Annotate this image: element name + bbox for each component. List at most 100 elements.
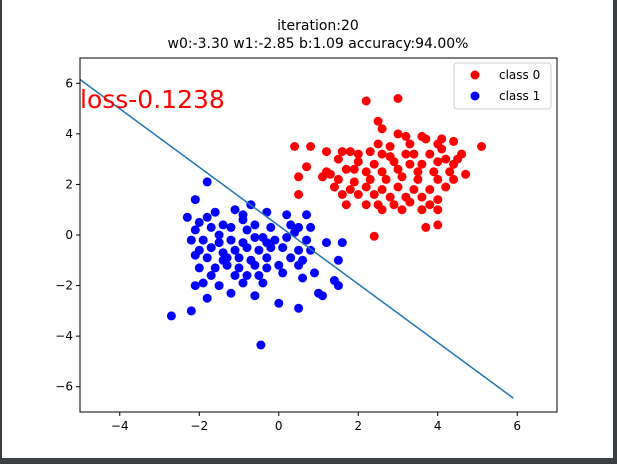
class1-point-89 — [190, 250, 200, 260]
class0-point-41 — [413, 167, 423, 177]
class1-point-25 — [250, 233, 260, 242]
class1-point-33 — [206, 243, 216, 253]
chart-title-line1: iteration:20 — [277, 18, 359, 34]
class0-point-12 — [477, 142, 486, 151]
legend-marker-class0 — [470, 70, 480, 80]
class0-point-62 — [441, 182, 451, 192]
y-tick-label: 2 — [65, 177, 73, 191]
class1-point-84 — [262, 238, 272, 248]
class1-point-76 — [318, 291, 327, 301]
figure-canvas: iteration:20 w0:-3.30 w1:-2.85 b:1.09 ac… — [2, 0, 613, 458]
class0-point-17 — [345, 147, 355, 157]
class0-point-49 — [365, 174, 375, 184]
class1-point-55 — [262, 263, 272, 273]
class1-point-60 — [254, 271, 264, 280]
class1-point-37 — [254, 245, 264, 255]
class0-point-63 — [294, 190, 304, 199]
class1-point-29 — [302, 235, 312, 245]
class1-point-22 — [214, 238, 224, 248]
class0-point-3 — [373, 116, 383, 126]
class1-point-49 — [333, 255, 343, 265]
class0-point-29 — [369, 159, 379, 169]
class0-point-54 — [449, 174, 459, 184]
class1-point-62 — [310, 268, 319, 278]
class0-point-46 — [318, 172, 327, 182]
class0-point-84 — [325, 169, 335, 179]
class0-point-0 — [361, 96, 371, 106]
class0-point-47 — [333, 174, 343, 184]
class1-point-71 — [202, 293, 212, 303]
class0-point-51 — [397, 172, 407, 182]
class0-point-39 — [377, 167, 387, 177]
class1-point-14 — [226, 222, 236, 232]
class1-point-12 — [206, 222, 216, 232]
class1-point-52 — [222, 260, 232, 270]
class1-point-53 — [234, 263, 244, 273]
class1-point-9 — [282, 210, 292, 220]
class0-point-19 — [365, 147, 375, 157]
class1-point-80 — [294, 303, 304, 313]
class0-point-48 — [349, 177, 359, 187]
class0-point-5 — [401, 131, 411, 141]
class0-point-82 — [421, 222, 431, 232]
class1-point-21 — [198, 235, 208, 245]
class0-point-2 — [377, 124, 387, 134]
x-axis: −4 −2 0 2 4 6 — [111, 412, 521, 433]
class0-point-20 — [377, 149, 387, 159]
class0-point-80 — [433, 205, 443, 215]
legend: class 0 class 1 — [453, 62, 552, 110]
class1-point-50 — [194, 263, 204, 273]
class0-point-83 — [433, 220, 443, 230]
class0-point-67 — [385, 192, 395, 202]
class1-point-66 — [238, 278, 248, 288]
class1-point-31 — [337, 238, 347, 248]
class0-point-65 — [353, 190, 363, 199]
class1-point-0 — [202, 177, 212, 187]
class1-point-36 — [242, 243, 252, 253]
class0-point-69 — [417, 192, 427, 202]
class0-point-24 — [425, 149, 435, 159]
class1-point-39 — [278, 243, 288, 253]
class0-point-13 — [290, 142, 300, 151]
class1-point-42 — [202, 253, 212, 263]
class0-point-25 — [441, 154, 451, 164]
class1-point-3 — [194, 217, 204, 227]
class0-point-18 — [353, 149, 363, 159]
legend-marker-class1 — [470, 91, 480, 101]
x-tick-label: 2 — [354, 419, 362, 433]
class1-point-74 — [274, 298, 284, 308]
class1-point-44 — [234, 253, 244, 263]
class1-point-5 — [230, 205, 240, 215]
class0-point-52 — [413, 174, 423, 184]
class0-point-77 — [377, 205, 387, 215]
class0-point-42 — [429, 167, 439, 177]
class0-point-45 — [294, 172, 304, 182]
class0-point-28 — [353, 157, 363, 167]
class1-point-61 — [278, 268, 288, 278]
class0-point-40 — [393, 164, 403, 174]
class0-point-15 — [322, 147, 331, 157]
class1-point-81 — [306, 222, 316, 232]
class1-point-51 — [210, 263, 220, 273]
class1-point-1 — [190, 195, 200, 205]
legend-label-class1: class 1 — [499, 89, 540, 103]
class0-point-85 — [373, 139, 383, 149]
class1-point-83 — [214, 230, 224, 240]
class0-point-78 — [397, 205, 407, 215]
class0-point-23 — [409, 149, 419, 159]
class0-point-79 — [417, 205, 427, 215]
class0-point-66 — [369, 190, 379, 199]
class1-point-87 — [242, 271, 252, 280]
class1-point-28 — [282, 233, 292, 242]
class1-point-64 — [198, 278, 208, 288]
class1-point-10 — [302, 210, 312, 220]
class0-point-60 — [409, 185, 419, 194]
class0-point-88 — [437, 144, 447, 154]
y-tick-label: 0 — [65, 228, 73, 242]
class1-point-72 — [226, 288, 236, 298]
class0-point-56 — [345, 185, 355, 194]
x-tick-label: 0 — [275, 419, 283, 433]
loss-annotation: loss-0.1238 — [80, 85, 225, 114]
class1-point-46 — [262, 253, 272, 263]
chart-title-line2: w0:-3.30 w1:-2.85 b:1.09 accuracy:94.00% — [168, 36, 469, 52]
